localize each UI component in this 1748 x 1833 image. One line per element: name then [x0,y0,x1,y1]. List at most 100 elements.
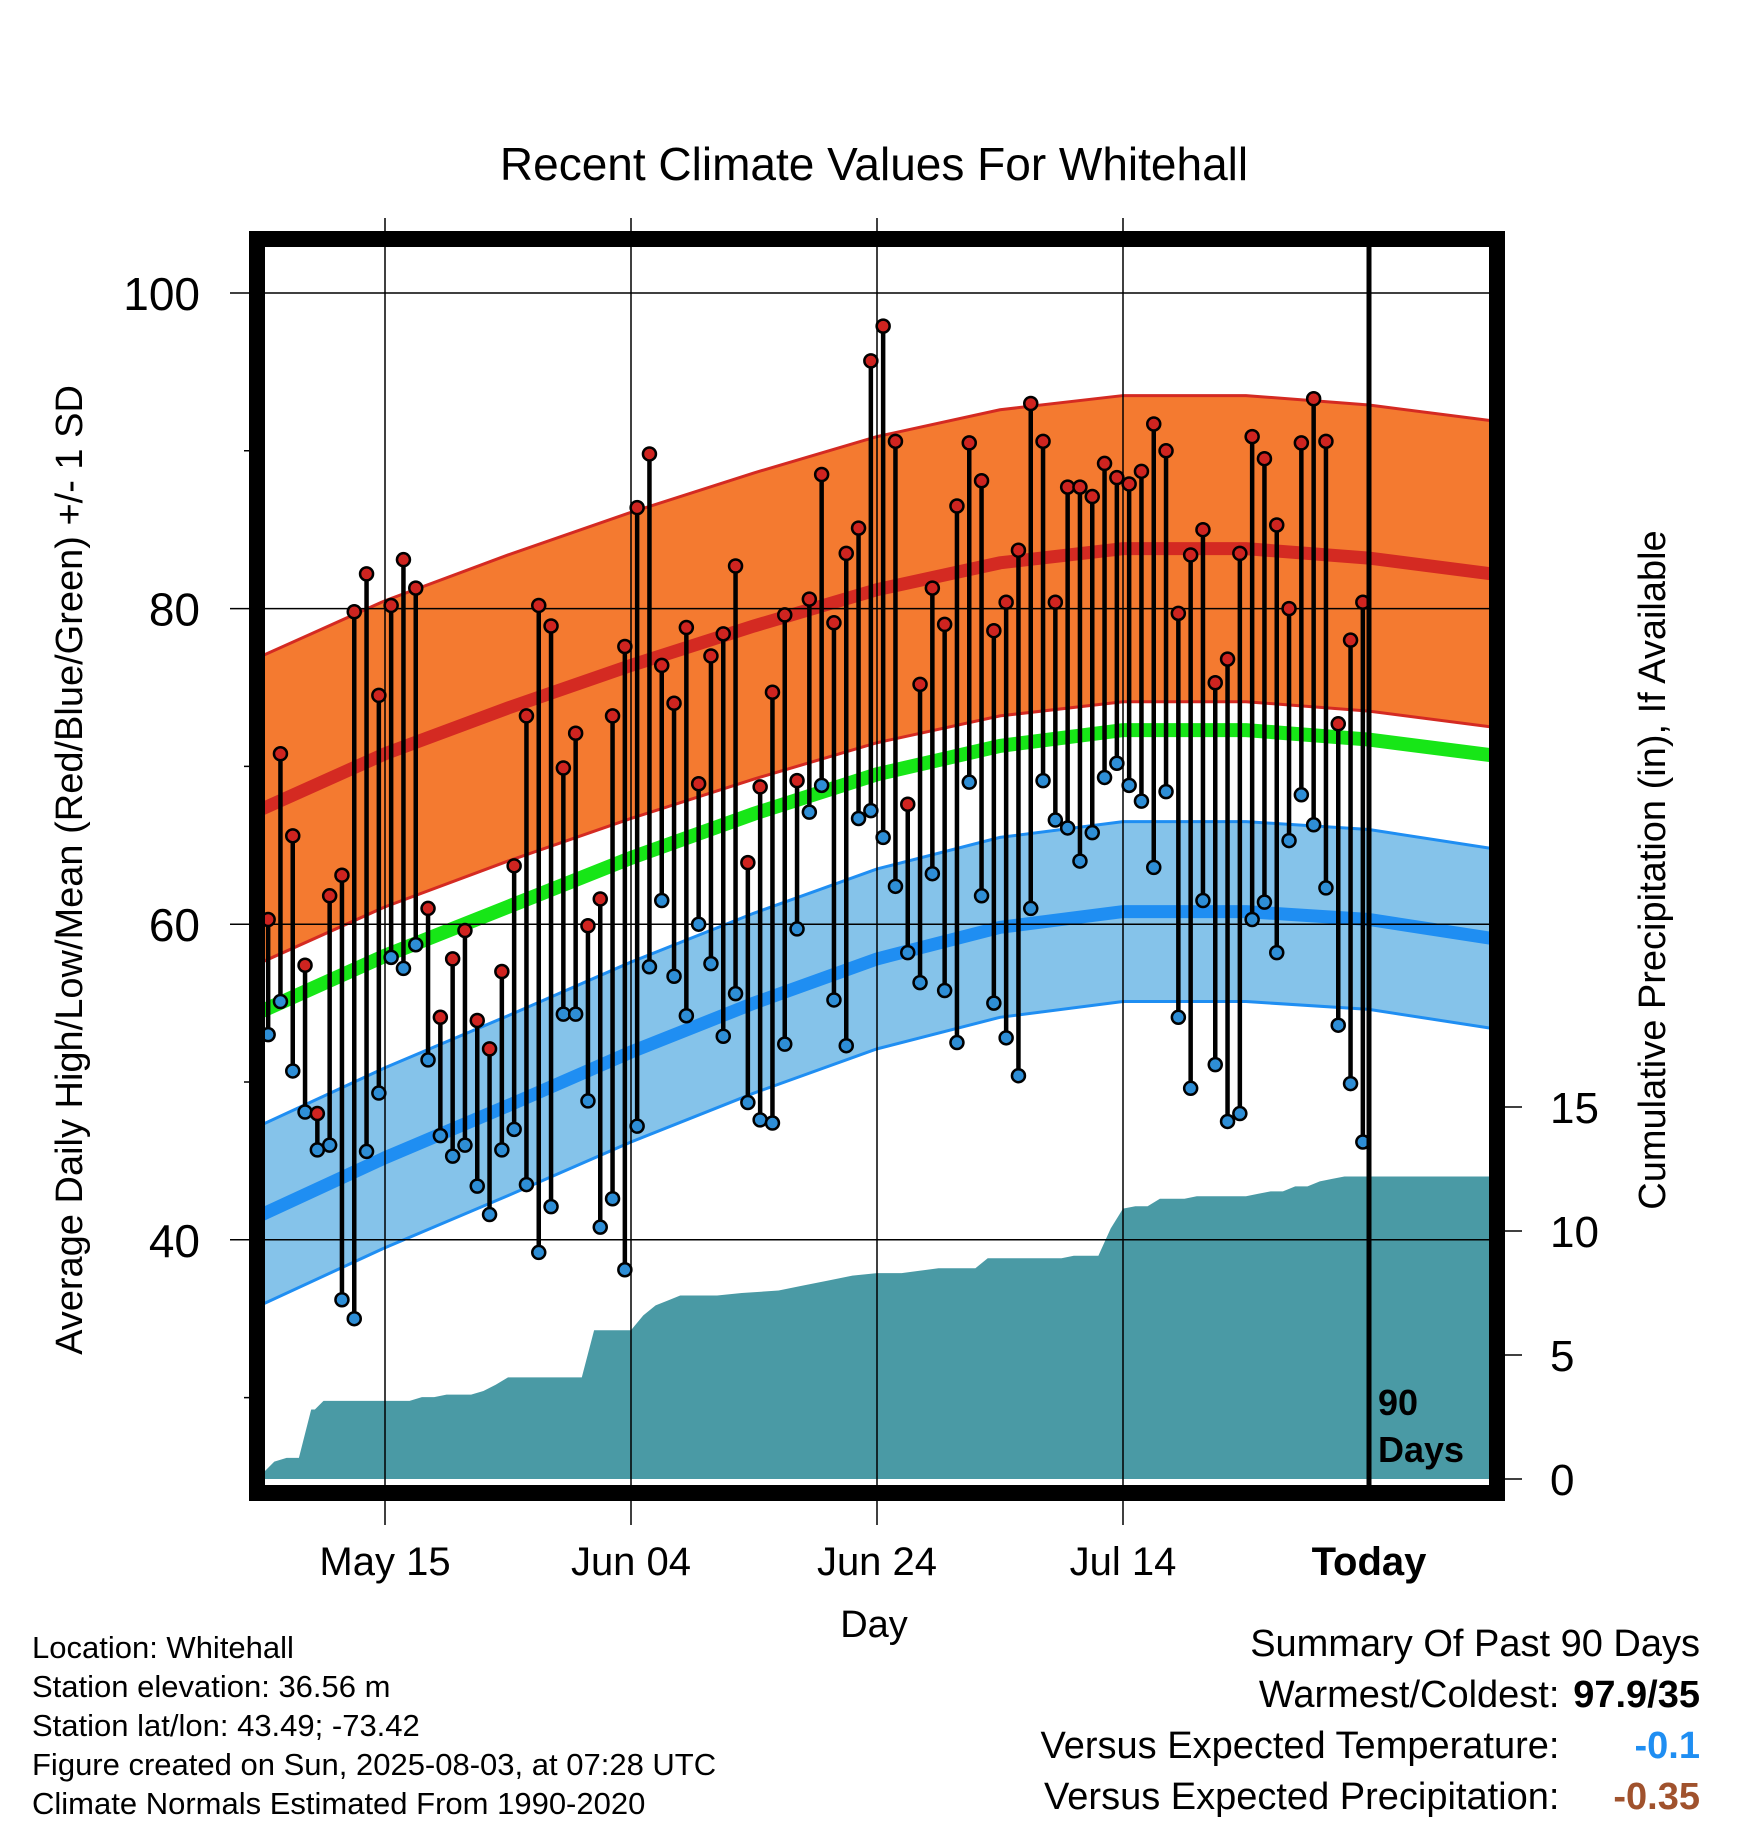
daily-low-point [321,1137,338,1153]
daily-high-point [1010,542,1027,558]
daily-low-point [887,878,904,895]
x-tick-label: Jul 14 [1070,1540,1177,1584]
daily-low-point [567,1006,584,1022]
daily-low-point [1158,783,1174,800]
daily-low-point [900,944,916,961]
daily-low-point [1109,755,1125,771]
daily-low-point [973,888,990,904]
daily-high-point [654,657,670,674]
daily-high-point [555,760,572,776]
daily-low-point [1195,892,1211,909]
daily-high-point [850,520,867,536]
daily-low-point [641,959,658,975]
daily-high-point [506,858,522,874]
daily-low-point [420,1052,436,1068]
daily-low-point [629,1118,645,1134]
daily-low-point [752,1112,768,1128]
daily-low-point [1084,824,1100,841]
warm-cold-row: Warmest/Coldest: 97.9/35 [1041,1670,1700,1721]
daily-high-point [801,591,818,607]
daily-high-point [641,446,658,462]
daily-low-point [457,1137,473,1153]
temp-row: Versus Expected Temperature: -0.1 [1041,1721,1700,1772]
daily-high-point [567,725,584,742]
daily-high-point [371,687,387,704]
x-tick-label: May 15 [319,1540,450,1584]
daily-low-point [1170,1009,1187,1026]
daily-high-point [1096,455,1113,472]
daily-low-point [371,1085,387,1101]
daily-high-point [863,353,879,369]
y2-tick-label: 0 [1550,1456,1574,1505]
daily-high-point [408,580,424,596]
daily-low-point [469,1178,485,1194]
daily-high-point [629,499,645,516]
daily-high-point [1047,594,1064,611]
daily-low-point [1047,812,1064,828]
daily-low-point [383,949,399,966]
daily-low-point [481,1206,498,1223]
daily-high-point [949,498,965,514]
daily-high-point [900,796,916,813]
y2-tick-label: 15 [1550,1084,1599,1133]
normals-text: Climate Normals Estimated From 1990-2020 [32,1786,646,1821]
daily-low-point [272,993,289,1010]
daily-low-point [740,1094,756,1111]
daily-high-point [986,622,1002,639]
daily-low-point [1059,820,1076,836]
daily-high-point [752,779,768,795]
daily-low-point [961,774,977,790]
daily-high-point [1072,479,1088,495]
daily-high-point [592,891,608,907]
daily-high-point [690,776,707,792]
daily-low-point [850,810,867,827]
summary-title: Summary Of Past 90 Days [1250,1623,1700,1665]
daily-low-point [580,1093,596,1109]
daily-high-point [924,580,941,596]
daily-high-point [1244,428,1260,445]
daily-low-point [1133,793,1150,809]
daily-high-point [777,607,793,623]
daily-low-point [1293,787,1310,803]
temp-value: -0.1 [1634,1725,1700,1767]
daily-low-point [408,936,424,953]
daily-high-point [961,435,977,451]
elevation-text: Station elevation: 36.56 m [32,1669,391,1704]
daily-low-point [813,777,830,794]
daily-low-point [801,804,818,820]
created-text: Figure created on Sun, 2025-08-03, at 07… [32,1747,717,1782]
daily-low-point [1121,777,1137,794]
daily-high-point [444,951,461,967]
daily-high-point [1305,390,1322,407]
x-axis-label: Day [840,1604,908,1646]
daily-high-point [678,619,695,636]
daily-low-point [285,1063,301,1079]
daily-high-point [1232,545,1248,562]
precip-row: Versus Expected Precipitation: -0.35 [1041,1772,1700,1823]
daily-low-point [1318,880,1334,896]
daily-high-point [887,433,904,450]
daily-low-point [444,1148,461,1164]
daily-high-point [309,1105,326,1122]
daily-high-point [936,616,953,633]
daily-low-point [395,960,412,977]
daily-low-point [531,1244,547,1261]
location-text: Location: Whitehall [32,1630,294,1665]
daily-low-point [715,1028,731,1044]
y-axis-label: Average Daily High/Low/Mean (Red/Blue/Gr… [49,385,91,1355]
daily-high-point [838,545,854,562]
daily-high-point [1219,651,1236,667]
daily-high-point [875,318,891,334]
daily-low-point [1342,1075,1359,1092]
x-tick-label: Today [1312,1540,1428,1584]
y-tick-label: 40 [149,1215,200,1267]
daily-high-point [518,708,535,724]
daily-low-point [555,1006,572,1022]
daily-low-point [998,1030,1014,1046]
daily-low-point [309,1142,326,1158]
daily-high-point [334,867,350,884]
daily-high-point [543,618,559,634]
low-sd-band [262,821,1492,1305]
